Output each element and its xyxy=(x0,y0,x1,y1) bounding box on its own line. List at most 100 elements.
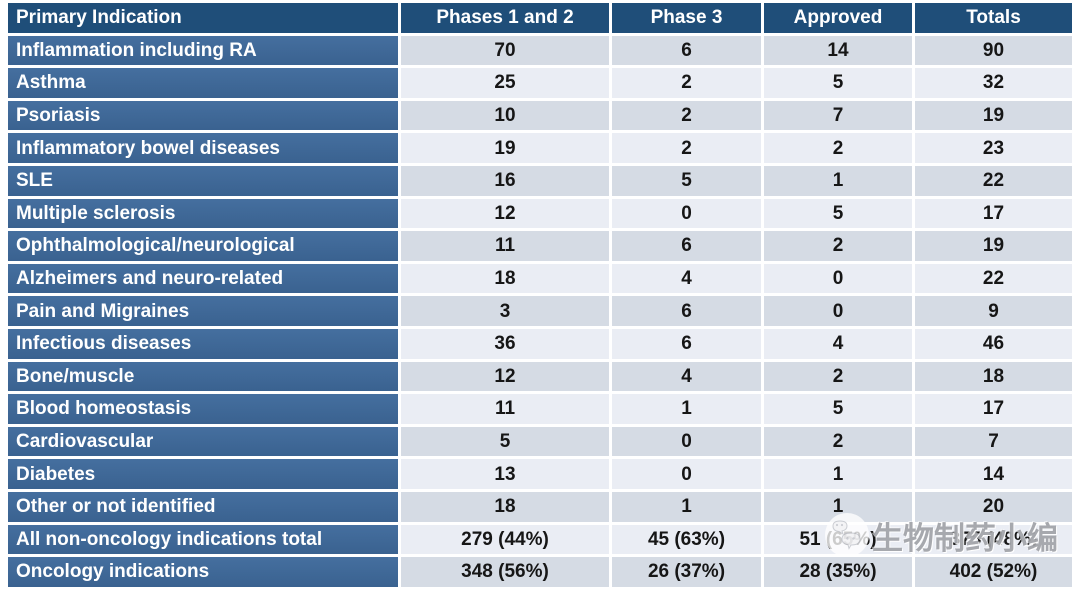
cell-value: 18 xyxy=(401,263,609,294)
cell-value: 9 xyxy=(915,296,1072,326)
cell-value: 2 xyxy=(764,426,912,457)
cell-value: 17 xyxy=(915,198,1072,229)
cell-value: 5 xyxy=(764,68,912,98)
row-label: Pain and Migraines xyxy=(8,296,398,326)
cell-value: 7 xyxy=(764,100,912,131)
cell-value: 26 (37%) xyxy=(612,557,761,587)
cell-value: 1 xyxy=(764,491,912,522)
col-header-phases-1-2: Phases 1 and 2 xyxy=(401,3,609,33)
cell-value: 14 xyxy=(764,35,912,66)
row-label: Multiple sclerosis xyxy=(8,198,398,229)
cell-value: 5 xyxy=(401,426,609,457)
cell-value: 13 xyxy=(401,459,609,489)
cell-value: 0 xyxy=(612,459,761,489)
cell-value: 20 xyxy=(915,491,1072,522)
col-header-phase-3: Phase 3 xyxy=(612,3,761,33)
row-label: All non-oncology indications total xyxy=(8,524,398,555)
cell-value: 2 xyxy=(764,361,912,392)
table-row: Pain and Migraines 3 6 0 9 xyxy=(8,296,1072,326)
table-row: Psoriasis 10 2 7 19 xyxy=(8,100,1072,131)
cell-value: 3 xyxy=(401,296,609,326)
cell-value: 18 xyxy=(401,491,609,522)
cell-value: 25 xyxy=(401,68,609,98)
row-label: Asthma xyxy=(8,68,398,98)
row-label: Inflammatory bowel diseases xyxy=(8,133,398,163)
cell-value: 5 xyxy=(764,198,912,229)
cell-value: 5 xyxy=(764,394,912,424)
cell-value: 2 xyxy=(612,100,761,131)
cell-value: 4 xyxy=(764,328,912,359)
cell-value: 11 xyxy=(401,231,609,261)
cell-value: 1 xyxy=(764,459,912,489)
cell-value: 0 xyxy=(764,296,912,326)
cell-value: 46 xyxy=(915,328,1072,359)
indications-table: Primary Indication Phases 1 and 2 Phase … xyxy=(5,0,1075,590)
cell-value: 12 xyxy=(401,198,609,229)
row-label: Cardiovascular xyxy=(8,426,398,457)
row-label: Other or not identified xyxy=(8,491,398,522)
row-label: Oncology indications xyxy=(8,557,398,587)
cell-value: 70 xyxy=(401,35,609,66)
table-row: Blood homeostasis 11 1 5 17 xyxy=(8,394,1072,424)
cell-value: 0 xyxy=(612,426,761,457)
table-body: Inflammation including RA 70 6 14 90 Asthma 25… xyxy=(8,35,1072,587)
cell-value: 10 xyxy=(401,100,609,131)
table-row: Ophthalmological/neurological 11 6 2 19 xyxy=(8,231,1072,261)
table-row: Multiple sclerosis 12 0 5 17 xyxy=(8,198,1072,229)
cell-value: 19 xyxy=(915,231,1072,261)
cell-value: 2 xyxy=(764,231,912,261)
cell-value: 51 (65%) xyxy=(764,524,912,555)
col-header-approved: Approved xyxy=(764,3,912,33)
table-row: Diabetes 13 0 1 14 xyxy=(8,459,1072,489)
table-row: Inflammation including RA 70 6 14 90 xyxy=(8,35,1072,66)
cell-value: 348 (56%) xyxy=(401,557,609,587)
table-row: Alzheimers and neuro-related 18 4 0 22 xyxy=(8,263,1072,294)
table-row: Asthma 25 2 5 32 xyxy=(8,68,1072,98)
table-header: Primary Indication Phases 1 and 2 Phase … xyxy=(8,3,1072,33)
table-row: Oncology indications 348 (56%) 26 (37%) 28 … xyxy=(8,557,1072,587)
cell-value: 19 xyxy=(915,100,1072,131)
cell-value: 1 xyxy=(612,394,761,424)
col-header-totals: Totals xyxy=(915,3,1072,33)
cell-value: 5 xyxy=(612,165,761,196)
cell-value: 12 xyxy=(401,361,609,392)
cell-value: 402 (52%) xyxy=(915,557,1072,587)
cell-value: 0 xyxy=(612,198,761,229)
row-label: Inflammation including RA xyxy=(8,35,398,66)
cell-value: 4 xyxy=(612,263,761,294)
cell-value: 17 xyxy=(915,394,1072,424)
table-row: Infectious diseases 36 6 4 46 xyxy=(8,328,1072,359)
cell-value: 32 xyxy=(915,68,1072,98)
row-label: SLE xyxy=(8,165,398,196)
cell-value: 16 xyxy=(401,165,609,196)
cell-value: 6 xyxy=(612,231,761,261)
table-row: Other or not identified 18 1 1 20 xyxy=(8,491,1072,522)
row-label: Alzheimers and neuro-related xyxy=(8,263,398,294)
cell-value: 28 (35%) xyxy=(764,557,912,587)
cell-value: 4 xyxy=(612,361,761,392)
cell-value: 6 xyxy=(612,328,761,359)
cell-value: 6 xyxy=(612,296,761,326)
cell-value: 279 (44%) xyxy=(401,524,609,555)
cell-value: 2 xyxy=(612,68,761,98)
cell-value: 1 xyxy=(764,165,912,196)
cell-value: 19 xyxy=(401,133,609,163)
row-label: Infectious diseases xyxy=(8,328,398,359)
cell-value: 11 xyxy=(401,394,609,424)
col-header-primary-indication: Primary Indication xyxy=(8,3,398,33)
row-label: Diabetes xyxy=(8,459,398,489)
table-row: Cardiovascular 5 0 2 7 xyxy=(8,426,1072,457)
row-label: Psoriasis xyxy=(8,100,398,131)
table-row: Bone/muscle 12 4 2 18 xyxy=(8,361,1072,392)
cell-value: 2 xyxy=(764,133,912,163)
cell-value: 36 xyxy=(401,328,609,359)
cell-value: 22 xyxy=(915,165,1072,196)
row-label: Ophthalmological/neurological xyxy=(8,231,398,261)
cell-value: 2 xyxy=(612,133,761,163)
cell-value: 375 (48%) xyxy=(915,524,1072,555)
cell-value: 7 xyxy=(915,426,1072,457)
cell-value: 23 xyxy=(915,133,1072,163)
cell-value: 0 xyxy=(764,263,912,294)
cell-value: 6 xyxy=(612,35,761,66)
